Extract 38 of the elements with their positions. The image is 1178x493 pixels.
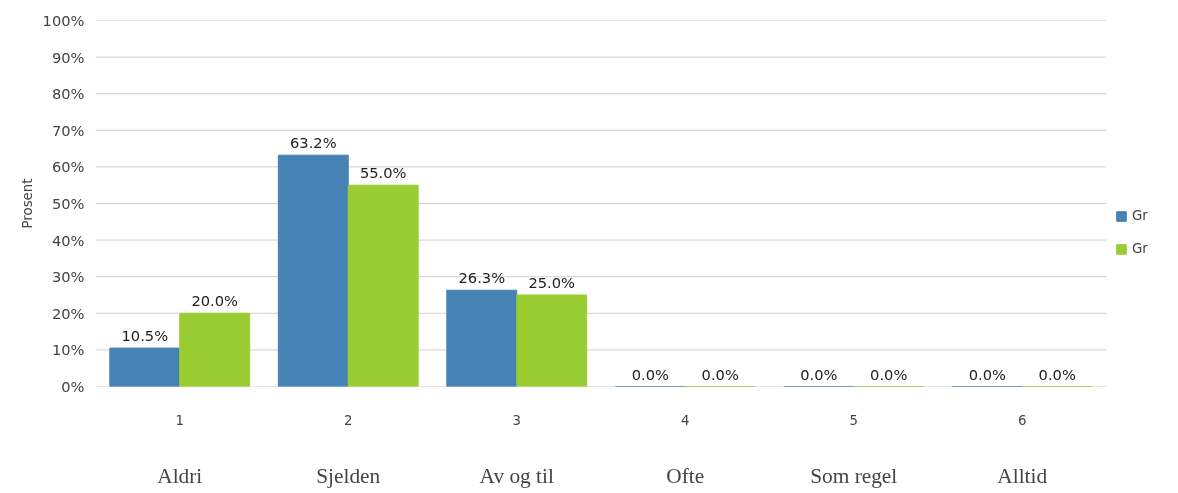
- data-label: 10.5%: [121, 327, 169, 345]
- data-label: 0.0%: [701, 365, 739, 383]
- data-label: 0.0%: [870, 365, 908, 383]
- text: Sjelden: [316, 463, 381, 488]
- y-tick-label: 70%: [51, 121, 85, 139]
- x-tick-label: 6: [1017, 412, 1027, 428]
- text: Som regel: [810, 463, 898, 488]
- text: Aldri: [157, 463, 203, 488]
- data-label: 0.0%: [631, 365, 669, 383]
- y-tick-label: 30%: [51, 268, 85, 286]
- text: Ofte: [666, 463, 705, 488]
- y-axis-title: Prosent: [19, 178, 35, 229]
- y-tick-label: 80%: [51, 85, 85, 103]
- data-label: 0.0%: [968, 365, 1006, 383]
- y-tick-label: 90%: [51, 48, 85, 66]
- y-tick-label: 100%: [42, 12, 85, 29]
- x-tick-label: 2: [344, 412, 353, 428]
- y-tick-label: 60%: [51, 158, 85, 176]
- legend-label: Gr: [1132, 241, 1149, 256]
- x-tick-label: 4: [680, 412, 690, 428]
- y-tick-label: 20%: [51, 304, 85, 322]
- data-label: 0.0%: [1038, 365, 1076, 383]
- legend-label: Gr: [1132, 208, 1149, 223]
- y-tick-label: 50%: [51, 195, 85, 212]
- y-tick-label: 0%: [61, 378, 85, 395]
- data-label: 20.0%: [191, 292, 239, 310]
- data-label: 25.0%: [528, 274, 576, 291]
- data-label: 26.3%: [458, 269, 506, 287]
- text: Alltid: [997, 463, 1048, 488]
- x-tick-label: 5: [849, 412, 858, 428]
- data-label: 55.0%: [359, 164, 407, 182]
- data-label: 63.2%: [290, 134, 337, 152]
- x-tick-label: 3: [512, 412, 521, 428]
- data-label: 0.0%: [800, 365, 838, 383]
- y-tick-label: 40%: [51, 231, 85, 249]
- y-tick-label: 10%: [51, 341, 85, 359]
- x-tick-label: 1: [175, 412, 184, 428]
- text: Av og til: [479, 463, 554, 488]
